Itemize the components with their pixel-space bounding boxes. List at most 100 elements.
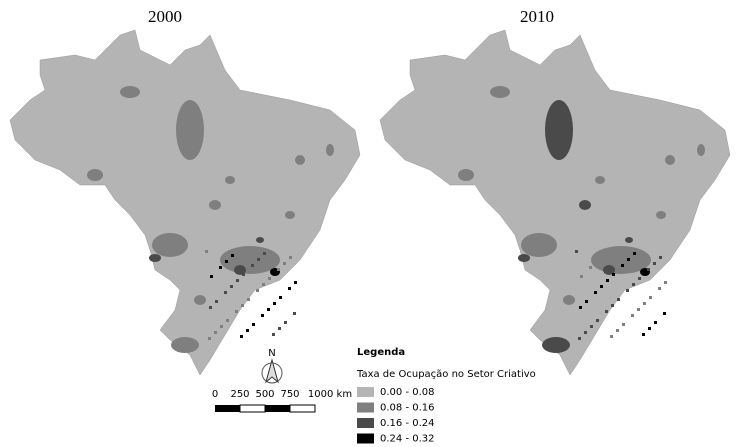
municipality xyxy=(605,310,608,313)
legend-swatch xyxy=(357,433,374,444)
scale-label: 250 xyxy=(230,389,249,400)
municipality xyxy=(616,329,619,332)
municipality xyxy=(631,314,634,317)
region xyxy=(152,233,188,257)
municipality xyxy=(231,254,234,257)
region xyxy=(176,100,204,160)
municipality xyxy=(261,314,264,317)
municipality xyxy=(647,268,650,271)
north-label: N xyxy=(268,348,275,359)
municipality xyxy=(617,298,620,301)
region xyxy=(171,337,199,353)
region xyxy=(490,86,510,98)
municipality xyxy=(643,302,646,305)
municipality xyxy=(219,266,222,269)
region xyxy=(579,200,591,210)
municipality xyxy=(224,291,227,294)
municipality xyxy=(642,333,645,336)
municipality xyxy=(230,285,233,288)
municipality xyxy=(580,275,583,278)
region xyxy=(697,144,705,156)
map-2000 xyxy=(9,29,361,376)
region xyxy=(656,211,666,219)
legend-label: 0.24 - 0.32 xyxy=(380,434,435,445)
municipality xyxy=(663,312,666,315)
municipality xyxy=(626,289,629,292)
municipality xyxy=(579,306,582,309)
municipality xyxy=(272,333,275,336)
region xyxy=(665,155,675,165)
municipality xyxy=(242,273,245,276)
municipality xyxy=(621,264,624,267)
region xyxy=(87,169,103,181)
municipality xyxy=(584,331,587,334)
municipality xyxy=(585,300,588,303)
scale-bar: 0 250 500 750 1000 km xyxy=(212,389,352,413)
municipality xyxy=(252,323,255,326)
scale-label: 500 xyxy=(255,389,274,400)
municipality xyxy=(638,277,641,280)
municipality xyxy=(240,335,243,338)
municipality xyxy=(601,254,604,257)
map-title: 2000 xyxy=(148,7,182,26)
municipality xyxy=(277,268,280,271)
region xyxy=(149,254,161,262)
legend-label: 0.08 - 0.16 xyxy=(380,403,435,414)
municipality xyxy=(664,281,667,284)
municipality xyxy=(225,260,228,263)
municipality xyxy=(209,306,212,309)
municipality xyxy=(594,291,597,294)
municipality xyxy=(214,331,217,334)
region xyxy=(256,237,264,243)
legend: Legenda Taxa de Ocupação no Setor Criati… xyxy=(356,347,536,445)
municipality xyxy=(612,273,615,276)
municipality xyxy=(293,312,296,315)
map-outline xyxy=(9,29,361,376)
region xyxy=(285,211,295,219)
municipality xyxy=(235,310,238,313)
municipality xyxy=(611,304,614,307)
municipality xyxy=(246,329,249,332)
municipality xyxy=(236,279,239,282)
region xyxy=(595,176,605,184)
municipality xyxy=(247,298,250,301)
region xyxy=(458,169,474,181)
municipality xyxy=(654,321,657,324)
municipality xyxy=(288,287,291,290)
municipality xyxy=(595,260,598,263)
municipality xyxy=(241,304,244,307)
region xyxy=(120,86,140,98)
municipality xyxy=(289,256,292,259)
municipality xyxy=(653,262,656,265)
map-title: 2010 xyxy=(520,7,554,26)
municipality xyxy=(600,285,603,288)
region xyxy=(521,233,557,257)
municipality xyxy=(606,279,609,282)
region xyxy=(234,265,246,275)
region xyxy=(194,295,206,305)
legend-label: 0.16 - 0.24 xyxy=(380,418,435,429)
municipality xyxy=(268,277,271,280)
region xyxy=(545,100,573,160)
municipality xyxy=(220,325,223,328)
municipality xyxy=(658,287,661,290)
municipality xyxy=(251,264,254,267)
municipality xyxy=(648,327,651,330)
municipality xyxy=(610,335,613,338)
municipality xyxy=(649,296,652,299)
scale-label: 750 xyxy=(280,389,299,400)
map-outline xyxy=(379,29,731,376)
municipality xyxy=(627,258,630,261)
scale-label: 1000 km xyxy=(308,389,352,400)
legend-label: 0.00 - 0.08 xyxy=(380,387,435,398)
municipality xyxy=(273,302,276,305)
municipality xyxy=(622,323,625,326)
legend-title: Legenda xyxy=(357,347,405,358)
municipality xyxy=(589,266,592,269)
legend-swatch xyxy=(357,418,374,428)
map-2010 xyxy=(379,29,731,376)
municipality xyxy=(278,327,281,330)
region xyxy=(603,265,615,275)
municipality xyxy=(596,319,599,322)
municipality xyxy=(215,300,218,303)
